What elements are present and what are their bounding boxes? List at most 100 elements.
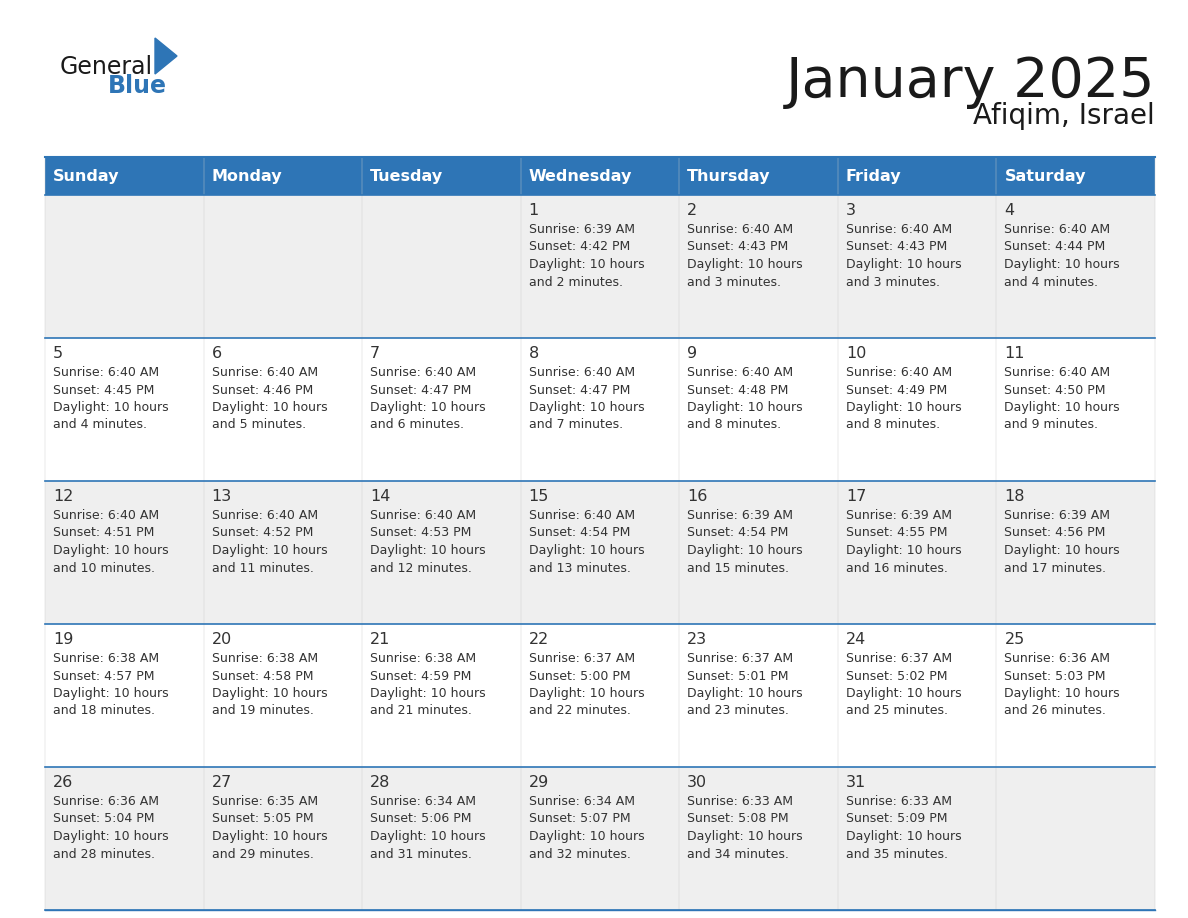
Bar xyxy=(838,481,997,624)
Bar xyxy=(520,157,680,195)
Text: Sunrise: 6:39 AM
Sunset: 4:55 PM
Daylight: 10 hours
and 16 minutes.: Sunrise: 6:39 AM Sunset: 4:55 PM Dayligh… xyxy=(846,509,961,575)
Text: Sunrise: 6:38 AM
Sunset: 4:57 PM
Daylight: 10 hours
and 18 minutes.: Sunrise: 6:38 AM Sunset: 4:57 PM Dayligh… xyxy=(53,652,169,718)
Bar xyxy=(838,624,997,767)
Bar xyxy=(203,157,362,195)
Bar xyxy=(362,338,520,481)
Text: Sunrise: 6:40 AM
Sunset: 4:50 PM
Daylight: 10 hours
and 9 minutes.: Sunrise: 6:40 AM Sunset: 4:50 PM Dayligh… xyxy=(1004,366,1120,431)
Bar xyxy=(45,338,203,481)
Text: 26: 26 xyxy=(53,775,74,790)
Text: Thursday: Thursday xyxy=(688,169,771,184)
Text: 5: 5 xyxy=(53,346,63,361)
Bar xyxy=(203,481,362,624)
Text: Sunrise: 6:37 AM
Sunset: 5:02 PM
Daylight: 10 hours
and 25 minutes.: Sunrise: 6:37 AM Sunset: 5:02 PM Dayligh… xyxy=(846,652,961,718)
Bar xyxy=(838,338,997,481)
Bar xyxy=(362,195,520,338)
Text: Sunrise: 6:40 AM
Sunset: 4:52 PM
Daylight: 10 hours
and 11 minutes.: Sunrise: 6:40 AM Sunset: 4:52 PM Dayligh… xyxy=(211,509,327,575)
Bar xyxy=(838,767,997,910)
Text: Saturday: Saturday xyxy=(1004,169,1086,184)
Text: 14: 14 xyxy=(371,489,391,504)
Text: Tuesday: Tuesday xyxy=(371,169,443,184)
Text: 15: 15 xyxy=(529,489,549,504)
Text: 18: 18 xyxy=(1004,489,1025,504)
Text: 17: 17 xyxy=(846,489,866,504)
Text: Sunrise: 6:37 AM
Sunset: 5:00 PM
Daylight: 10 hours
and 22 minutes.: Sunrise: 6:37 AM Sunset: 5:00 PM Dayligh… xyxy=(529,652,644,718)
Text: 7: 7 xyxy=(371,346,380,361)
Bar xyxy=(203,338,362,481)
Bar xyxy=(997,157,1155,195)
Text: 13: 13 xyxy=(211,489,232,504)
Bar xyxy=(45,481,203,624)
Text: 24: 24 xyxy=(846,632,866,647)
Text: 20: 20 xyxy=(211,632,232,647)
Text: Sunrise: 6:38 AM
Sunset: 4:58 PM
Daylight: 10 hours
and 19 minutes.: Sunrise: 6:38 AM Sunset: 4:58 PM Dayligh… xyxy=(211,652,327,718)
Bar xyxy=(45,624,203,767)
Text: Sunrise: 6:40 AM
Sunset: 4:47 PM
Daylight: 10 hours
and 6 minutes.: Sunrise: 6:40 AM Sunset: 4:47 PM Dayligh… xyxy=(371,366,486,431)
Bar xyxy=(838,157,997,195)
Text: Sunrise: 6:38 AM
Sunset: 4:59 PM
Daylight: 10 hours
and 21 minutes.: Sunrise: 6:38 AM Sunset: 4:59 PM Dayligh… xyxy=(371,652,486,718)
Text: 11: 11 xyxy=(1004,346,1025,361)
Text: Sunrise: 6:34 AM
Sunset: 5:07 PM
Daylight: 10 hours
and 32 minutes.: Sunrise: 6:34 AM Sunset: 5:07 PM Dayligh… xyxy=(529,795,644,860)
Text: 23: 23 xyxy=(688,632,707,647)
Text: 31: 31 xyxy=(846,775,866,790)
Text: Sunrise: 6:40 AM
Sunset: 4:46 PM
Daylight: 10 hours
and 5 minutes.: Sunrise: 6:40 AM Sunset: 4:46 PM Dayligh… xyxy=(211,366,327,431)
Bar xyxy=(680,157,838,195)
Text: Sunrise: 6:40 AM
Sunset: 4:49 PM
Daylight: 10 hours
and 8 minutes.: Sunrise: 6:40 AM Sunset: 4:49 PM Dayligh… xyxy=(846,366,961,431)
Text: 21: 21 xyxy=(371,632,391,647)
Text: 25: 25 xyxy=(1004,632,1025,647)
Text: Sunrise: 6:39 AM
Sunset: 4:42 PM
Daylight: 10 hours
and 2 minutes.: Sunrise: 6:39 AM Sunset: 4:42 PM Dayligh… xyxy=(529,223,644,288)
Text: Sunrise: 6:39 AM
Sunset: 4:54 PM
Daylight: 10 hours
and 15 minutes.: Sunrise: 6:39 AM Sunset: 4:54 PM Dayligh… xyxy=(688,509,803,575)
Text: Blue: Blue xyxy=(108,74,168,98)
Bar xyxy=(45,157,203,195)
Text: 19: 19 xyxy=(53,632,74,647)
Bar xyxy=(45,195,203,338)
Bar xyxy=(997,195,1155,338)
Bar xyxy=(362,767,520,910)
Text: Friday: Friday xyxy=(846,169,902,184)
Text: Sunrise: 6:34 AM
Sunset: 5:06 PM
Daylight: 10 hours
and 31 minutes.: Sunrise: 6:34 AM Sunset: 5:06 PM Dayligh… xyxy=(371,795,486,860)
Bar xyxy=(520,338,680,481)
Text: Sunrise: 6:40 AM
Sunset: 4:44 PM
Daylight: 10 hours
and 4 minutes.: Sunrise: 6:40 AM Sunset: 4:44 PM Dayligh… xyxy=(1004,223,1120,288)
Text: Sunrise: 6:40 AM
Sunset: 4:43 PM
Daylight: 10 hours
and 3 minutes.: Sunrise: 6:40 AM Sunset: 4:43 PM Dayligh… xyxy=(688,223,803,288)
Text: Sunrise: 6:40 AM
Sunset: 4:43 PM
Daylight: 10 hours
and 3 minutes.: Sunrise: 6:40 AM Sunset: 4:43 PM Dayligh… xyxy=(846,223,961,288)
Text: Sunrise: 6:40 AM
Sunset: 4:48 PM
Daylight: 10 hours
and 8 minutes.: Sunrise: 6:40 AM Sunset: 4:48 PM Dayligh… xyxy=(688,366,803,431)
Text: Sunrise: 6:33 AM
Sunset: 5:09 PM
Daylight: 10 hours
and 35 minutes.: Sunrise: 6:33 AM Sunset: 5:09 PM Dayligh… xyxy=(846,795,961,860)
Text: Sunrise: 6:33 AM
Sunset: 5:08 PM
Daylight: 10 hours
and 34 minutes.: Sunrise: 6:33 AM Sunset: 5:08 PM Dayligh… xyxy=(688,795,803,860)
Text: Wednesday: Wednesday xyxy=(529,169,632,184)
Bar xyxy=(45,767,203,910)
Polygon shape xyxy=(154,38,177,74)
Text: 1: 1 xyxy=(529,203,539,218)
Text: 6: 6 xyxy=(211,346,222,361)
Text: 8: 8 xyxy=(529,346,539,361)
Text: Sunrise: 6:36 AM
Sunset: 5:04 PM
Daylight: 10 hours
and 28 minutes.: Sunrise: 6:36 AM Sunset: 5:04 PM Dayligh… xyxy=(53,795,169,860)
Text: 30: 30 xyxy=(688,775,707,790)
Text: Sunday: Sunday xyxy=(53,169,120,184)
Bar xyxy=(203,624,362,767)
Bar xyxy=(362,157,520,195)
Text: 12: 12 xyxy=(53,489,74,504)
Text: January 2025: January 2025 xyxy=(785,55,1155,109)
Text: 22: 22 xyxy=(529,632,549,647)
Bar xyxy=(362,481,520,624)
Text: Afiqim, Israel: Afiqim, Israel xyxy=(973,102,1155,130)
Bar xyxy=(362,624,520,767)
Bar xyxy=(997,481,1155,624)
Text: Sunrise: 6:40 AM
Sunset: 4:51 PM
Daylight: 10 hours
and 10 minutes.: Sunrise: 6:40 AM Sunset: 4:51 PM Dayligh… xyxy=(53,509,169,575)
Bar xyxy=(203,767,362,910)
Text: Monday: Monday xyxy=(211,169,283,184)
Bar xyxy=(680,624,838,767)
Text: Sunrise: 6:40 AM
Sunset: 4:54 PM
Daylight: 10 hours
and 13 minutes.: Sunrise: 6:40 AM Sunset: 4:54 PM Dayligh… xyxy=(529,509,644,575)
Bar xyxy=(997,624,1155,767)
Text: Sunrise: 6:37 AM
Sunset: 5:01 PM
Daylight: 10 hours
and 23 minutes.: Sunrise: 6:37 AM Sunset: 5:01 PM Dayligh… xyxy=(688,652,803,718)
Text: 27: 27 xyxy=(211,775,232,790)
Bar xyxy=(520,767,680,910)
Bar xyxy=(203,195,362,338)
Bar xyxy=(520,624,680,767)
Bar xyxy=(680,481,838,624)
Bar xyxy=(520,195,680,338)
Text: 9: 9 xyxy=(688,346,697,361)
Text: 29: 29 xyxy=(529,775,549,790)
Bar xyxy=(680,195,838,338)
Text: Sunrise: 6:40 AM
Sunset: 4:53 PM
Daylight: 10 hours
and 12 minutes.: Sunrise: 6:40 AM Sunset: 4:53 PM Dayligh… xyxy=(371,509,486,575)
Text: 16: 16 xyxy=(688,489,708,504)
Bar xyxy=(997,767,1155,910)
